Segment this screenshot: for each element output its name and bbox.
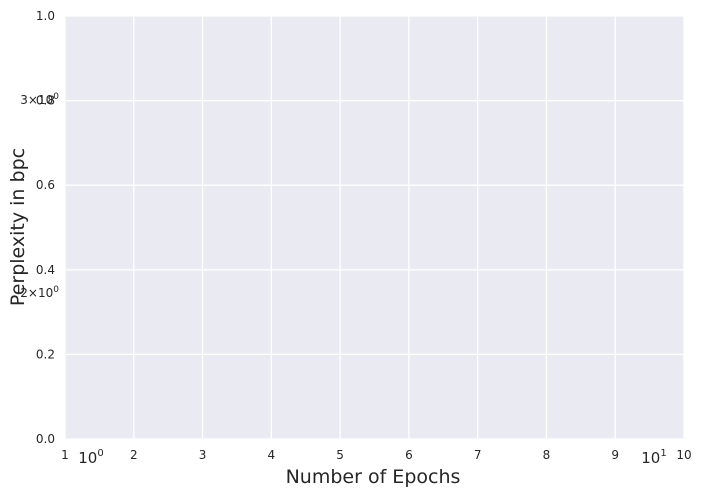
log-y-tick-mantissa: 3: [20, 93, 28, 107]
y-tick-label: 0.2: [36, 347, 55, 361]
log-y-tick-times: ×: [28, 286, 38, 300]
x-tick-label: 6: [405, 448, 413, 462]
x-tick-label: 5: [336, 448, 344, 462]
log-x-tick-exponent: 0: [97, 448, 103, 459]
y-tick-label: 0.6: [36, 178, 55, 192]
log-x-tick-base: 10: [78, 449, 97, 467]
log-x-tick-label: 101: [641, 448, 666, 467]
y-tick-labels: 0.0 0.2 0.4 0.6 0.8 1.0: [36, 9, 55, 446]
x-tick-label: 10: [676, 448, 691, 462]
log-x-tick-base: 10: [641, 449, 660, 467]
log-y-tick-base: 10: [38, 286, 53, 300]
x-tick-label: 4: [268, 448, 276, 462]
x-tick-label: 3: [199, 448, 207, 462]
log-x-tick-labels: 100 101: [78, 448, 666, 467]
log-y-tick-mantissa: 2: [20, 286, 28, 300]
y-axis-label: Perplexity in bpc: [7, 148, 29, 306]
x-axis-label: Number of Epochs: [286, 466, 461, 488]
x-tick-label: 9: [611, 448, 619, 462]
log-y-tick-exponent: 0: [53, 285, 59, 295]
log-x-tick-exponent: 1: [660, 448, 666, 459]
y-tick-label: 0.8: [36, 94, 55, 108]
y-tick-label: 0.4: [36, 263, 55, 277]
log-y-tick-label: 2×100: [20, 285, 59, 300]
log-y-tick-label: 3×100: [20, 92, 59, 107]
plot-area: [65, 16, 684, 439]
x-tick-label: 1: [61, 448, 69, 462]
y-tick-label: 0.0: [36, 432, 55, 446]
x-grid: [64, 16, 685, 439]
y-tick-label: 1.0: [36, 9, 55, 23]
x-tick-label: 7: [474, 448, 482, 462]
x-tick-label: 2: [130, 448, 138, 462]
x-tick-labels: 1 2 3 4 5 6 7 8 9 10: [61, 448, 691, 462]
log-y-tick-exponent: 0: [53, 92, 59, 102]
y-grid: [65, 15, 684, 440]
log-x-tick-label: 100: [78, 448, 103, 467]
log-y-tick-times: ×: [28, 93, 38, 107]
x-tick-label: 8: [543, 448, 551, 462]
log-y-tick-base: 10: [38, 93, 53, 107]
